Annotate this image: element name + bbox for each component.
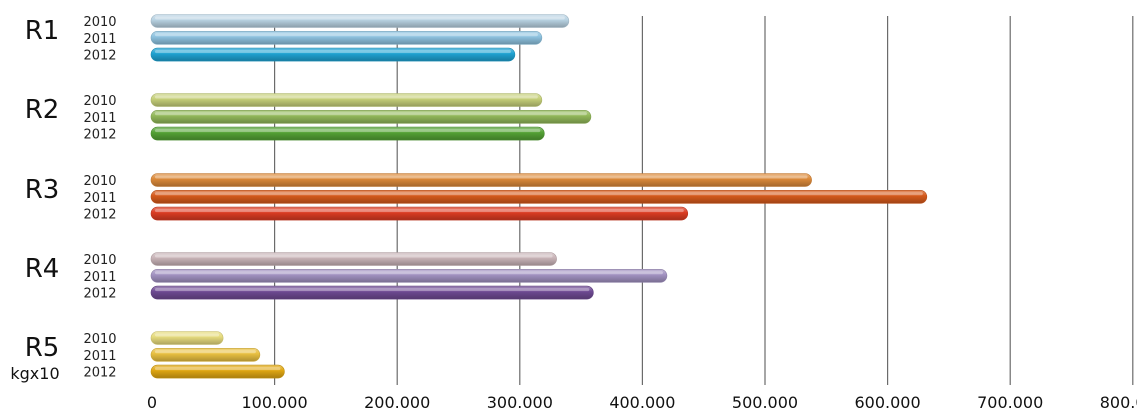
bar-highlight: [155, 33, 538, 37]
year-label: 2012: [83, 366, 116, 381]
bar-r5-2011: [150, 347, 261, 362]
year-label: 2012: [83, 128, 116, 143]
group-label: R1: [25, 16, 60, 46]
bar-r2-2011: [150, 110, 592, 124]
bar-highlight: [155, 288, 590, 292]
group-labels: R1 2010 2011 2012 R2 2010 2011 2012 R3 2010 2011 20…: [10, 15, 116, 383]
x-tick-label: 400.000: [609, 393, 675, 412]
bar-highlight: [155, 254, 553, 258]
bar-r5-2012: [150, 364, 285, 379]
x-axis-ticks: 0 100.000 200.000 300.000 400.000 500.000 600.…: [147, 393, 1137, 412]
bar-highlight: [155, 192, 923, 196]
year-label: 2010: [83, 174, 116, 189]
bar-highlight: [155, 333, 220, 337]
bar-highlight: [155, 175, 808, 179]
year-label: 2010: [83, 332, 116, 347]
x-tick-label: 700.000: [977, 393, 1043, 412]
group-label: R2: [25, 95, 60, 125]
year-label: 2011: [83, 349, 116, 364]
bar-highlight: [155, 367, 281, 371]
x-tick-label: 600.000: [855, 393, 921, 412]
bar-r3-2010: [150, 173, 812, 187]
bar-r2-2012: [150, 126, 545, 141]
x-tick-label: 300.000: [487, 393, 553, 412]
year-label: 2012: [83, 208, 116, 223]
bar-r1-2011: [150, 30, 543, 45]
bar-r1-2010: [150, 14, 570, 28]
bar-r4-2010: [150, 252, 557, 266]
unit-label: kgx10: [10, 364, 59, 383]
year-label: 2011: [83, 191, 116, 206]
x-tick-label: 800.000: [1100, 393, 1137, 412]
bar-r2-2010: [150, 93, 543, 107]
bar-r1-2012: [150, 47, 516, 62]
group-label: R5: [25, 333, 60, 363]
year-label: 2011: [83, 32, 116, 47]
bar-r5-2010: [150, 331, 224, 345]
x-tick-label: 500.000: [732, 393, 798, 412]
bar-highlight: [155, 129, 541, 133]
bar-highlight: [155, 350, 256, 354]
year-label: 2011: [83, 111, 116, 126]
group-label: R4: [25, 254, 60, 284]
year-label: 2012: [83, 287, 116, 302]
bar-r4-2012: [150, 285, 594, 300]
bar-highlight: [155, 95, 538, 99]
bar-r4-2011: [150, 268, 668, 283]
bar-highlight: [155, 271, 663, 275]
bar-highlight: [155, 112, 587, 116]
x-tick-label: 200.000: [364, 393, 430, 412]
bars: [150, 14, 928, 379]
bar-highlight: [155, 50, 511, 54]
x-tick-label: 100.000: [242, 393, 308, 412]
year-label: 2010: [83, 94, 116, 109]
year-label: 2012: [83, 49, 116, 64]
bar-highlight: [155, 209, 684, 213]
year-label: 2010: [83, 253, 116, 268]
year-label: 2010: [83, 15, 116, 30]
x-tick-label: 0: [147, 393, 157, 412]
bar-r3-2011: [150, 190, 928, 204]
bar-r3-2012: [150, 206, 689, 221]
year-label: 2011: [83, 270, 116, 285]
bar-highlight: [155, 16, 565, 20]
group-label: R3: [25, 175, 60, 205]
